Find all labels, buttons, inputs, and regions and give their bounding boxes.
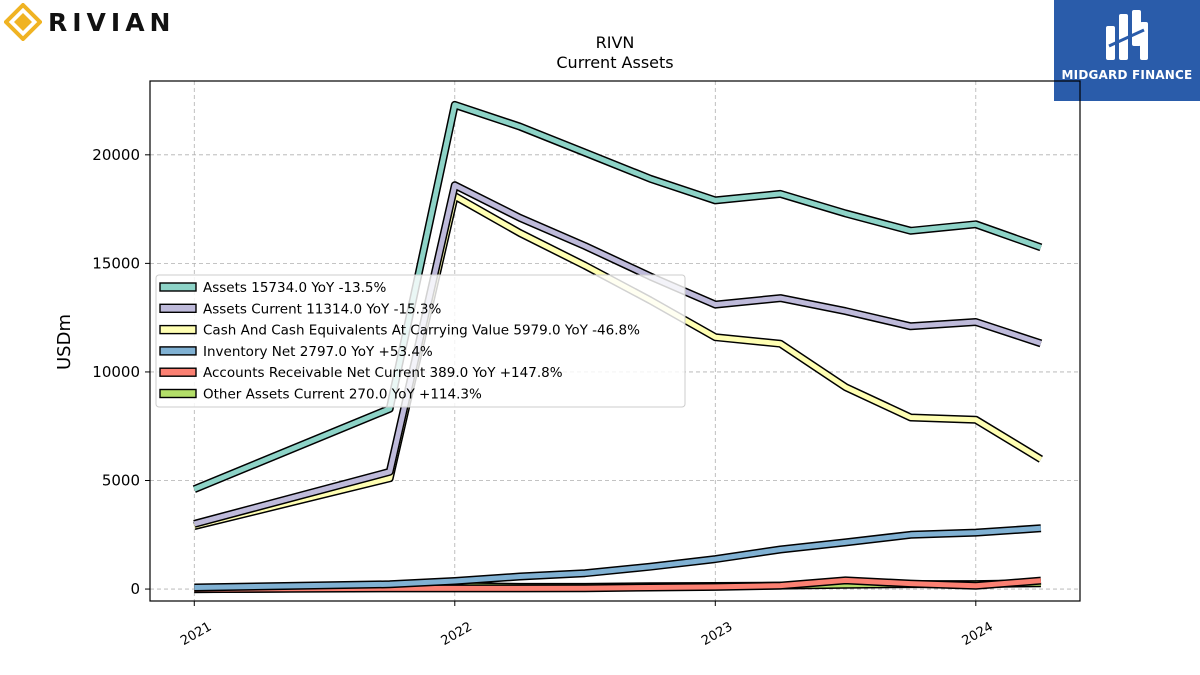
- x-tick-label: 2022: [439, 619, 475, 649]
- legend-swatch: [159, 282, 197, 292]
- series-stroke: [193, 102, 1042, 492]
- y-tick-label: 0: [130, 580, 140, 598]
- legend-box: [155, 274, 686, 408]
- legend-swatch: [159, 324, 197, 335]
- legend-entry: Cash And Cash Equivalents At Carrying Va…: [203, 323, 640, 339]
- y-axis-label: USDm: [54, 314, 75, 370]
- x-tick-label: 2023: [699, 619, 735, 649]
- series-line: [192, 100, 1043, 493]
- y-tick-label: 15000: [92, 254, 140, 272]
- brand-logo: RIVIAN: [4, 2, 175, 42]
- legend-swatch: [159, 367, 197, 377]
- y-tick-label: 5000: [102, 471, 140, 489]
- x-tick-label: 2021: [178, 619, 214, 649]
- midgard-logo-icon: [1106, 10, 1148, 60]
- series-stroke: [194, 577, 1042, 592]
- series-line: [194, 524, 1042, 592]
- legend-entry: Assets Current 11314.0 YoY -15.3%: [203, 301, 442, 317]
- chart-title: RIVN: [596, 33, 635, 52]
- series-stroke: [194, 525, 1042, 590]
- legend-entry: Accounts Receivable Net Current 389.0 Yo…: [203, 365, 563, 381]
- legend-swatch: [159, 388, 197, 399]
- y-tick-label: 20000: [92, 146, 140, 164]
- diamond-logo-icon: [4, 3, 42, 41]
- plot-frame: [149, 80, 1081, 602]
- y-tick-label: 10000: [92, 363, 140, 381]
- badge-name: MIDGARD FINANCE: [1061, 68, 1193, 82]
- brand-name: RIVIAN: [48, 7, 176, 37]
- legend-entry: Assets 15734.0 YoY -13.5%: [203, 280, 387, 296]
- legend: Assets 15734.0 YoY -13.5% Assets Current …: [155, 274, 686, 408]
- series-line: [194, 576, 1042, 594]
- watermark-badge: MIDGARD FINANCE: [1054, 0, 1200, 101]
- x-tick-label: 2024: [960, 619, 996, 649]
- legend-swatch: [159, 303, 197, 313]
- y-axis: 0 5000 10000 15000 20000: [92, 146, 150, 598]
- legend-swatch: [159, 346, 197, 356]
- x-axis: 2021 2022 2023 2024: [178, 601, 996, 649]
- legend-entry: Inventory Net 2797.0 YoY +53.4%: [203, 344, 433, 360]
- chart-subtitle: Current Assets: [556, 53, 673, 72]
- legend-entry: Other Assets Current 270.0 YoY +114.3%: [203, 387, 482, 403]
